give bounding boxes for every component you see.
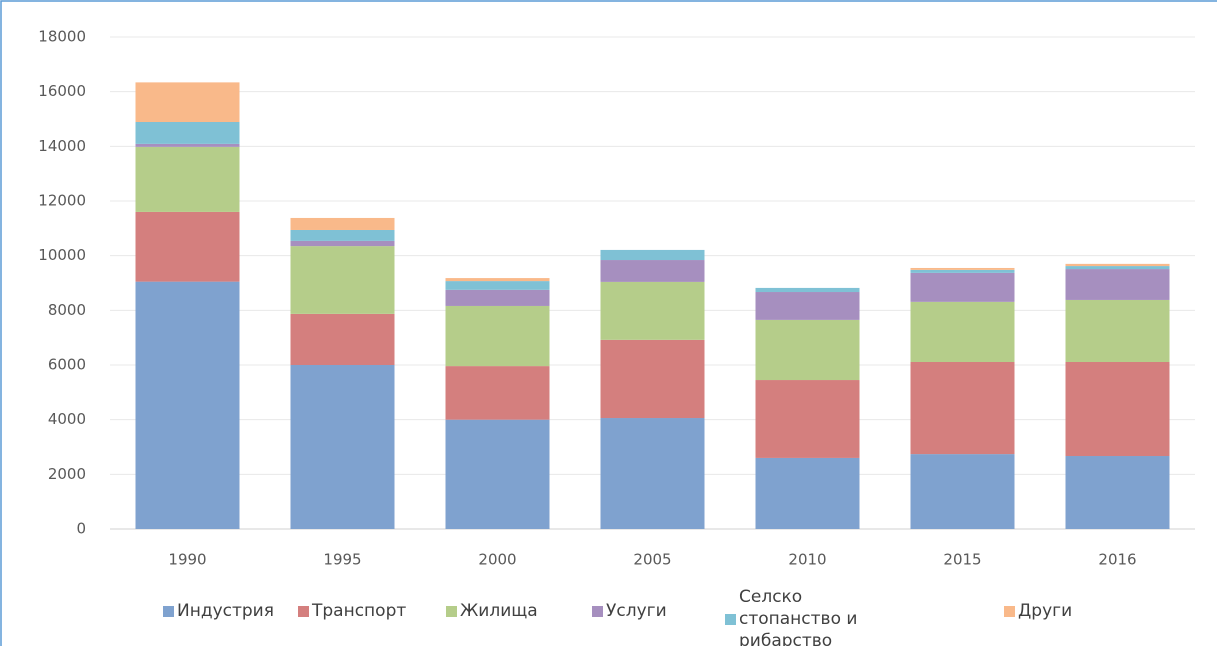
y-tick-label: 0: [76, 520, 86, 538]
x-tick-label: 2015: [943, 551, 981, 569]
legend-swatch: [725, 613, 736, 625]
bar-segment: [1065, 266, 1170, 270]
bar-segment: [445, 419, 550, 529]
legend-item: Селско стопанство и рибарство: [725, 586, 885, 646]
legend-label: Транспорт: [312, 601, 407, 621]
bar-segment: [755, 287, 860, 293]
y-tick-label: 18000: [38, 28, 86, 46]
legend-item: Жилища: [446, 600, 538, 622]
bar-segment: [755, 380, 860, 458]
bar-segment: [600, 260, 705, 282]
bar-segment: [445, 281, 550, 290]
bar-segment: [755, 292, 860, 320]
bar-segment: [445, 278, 550, 282]
bar-segment: [445, 366, 550, 420]
x-tick-label: 1995: [323, 551, 361, 569]
legend-item: Услуги: [592, 600, 667, 622]
bar-segment: [1065, 263, 1170, 267]
y-tick-label: 4000: [48, 410, 86, 428]
bar-segment: [600, 339, 705, 419]
bar-segment: [1065, 269, 1170, 300]
bar-segment: [445, 305, 550, 367]
y-tick-label: 14000: [38, 137, 86, 155]
bar-segment: [600, 281, 705, 340]
bar-segment: [600, 418, 705, 529]
bar-segment: [135, 143, 240, 147]
x-tick-label: 2005: [633, 551, 671, 569]
bar-segment: [1065, 299, 1170, 362]
y-tick-label: 10000: [38, 246, 86, 264]
bar-segment: [290, 246, 395, 314]
bar-segment: [910, 454, 1015, 529]
bar-segment: [135, 211, 240, 282]
legend-swatch: [1004, 605, 1015, 617]
bar-segment: [290, 229, 395, 241]
x-tick-label: 1990: [168, 551, 206, 569]
legend-label: Други: [1018, 601, 1073, 621]
legend-label: Индустрия: [177, 601, 274, 621]
bar-segment: [135, 281, 240, 529]
bar-segment: [290, 365, 395, 529]
x-tick-label: 2000: [478, 551, 516, 569]
bar-segment: [1065, 361, 1170, 457]
bar-segment: [290, 240, 395, 247]
x-tick-label: 2010: [788, 551, 826, 569]
legend-label: Услуги: [606, 601, 667, 621]
y-tick-label: 6000: [48, 356, 86, 374]
bar-segment: [290, 313, 395, 365]
y-tick-label: 2000: [48, 465, 86, 483]
y-tick-label: 16000: [38, 82, 86, 100]
bar-segment: [135, 122, 240, 144]
legend-swatch: [163, 605, 174, 617]
bar-segment: [1065, 456, 1170, 529]
y-tick-label: 8000: [48, 301, 86, 319]
bar-segment: [135, 146, 240, 212]
bar-segment: [755, 319, 860, 381]
legend-label: Селско стопанство и рибарство: [739, 587, 858, 646]
bar-segment: [910, 301, 1015, 362]
legend-item: Транспорт: [298, 600, 406, 622]
legend-item: Индустрия: [163, 600, 274, 622]
legend-swatch: [592, 605, 603, 617]
legend-swatch: [298, 605, 309, 617]
bar-segment: [910, 272, 1015, 302]
legend-item: Други: [1004, 600, 1072, 622]
bar-segment: [910, 269, 1015, 273]
y-tick-label: 12000: [38, 192, 86, 210]
bar-segment: [290, 217, 395, 230]
legend-label: Жилища: [460, 601, 538, 621]
legend: Индустрия Транспорт Жилища Услуги Селско сто…: [0, 587, 1217, 646]
x-tick-label: 2016: [1098, 551, 1136, 569]
legend-swatch: [446, 605, 457, 617]
bar-segment: [445, 289, 550, 306]
bar-segment: [600, 249, 705, 261]
bar-segment: [755, 457, 860, 529]
bar-segment: [910, 267, 1015, 270]
bar-segment: [135, 82, 240, 123]
bar-segment: [910, 361, 1015, 455]
